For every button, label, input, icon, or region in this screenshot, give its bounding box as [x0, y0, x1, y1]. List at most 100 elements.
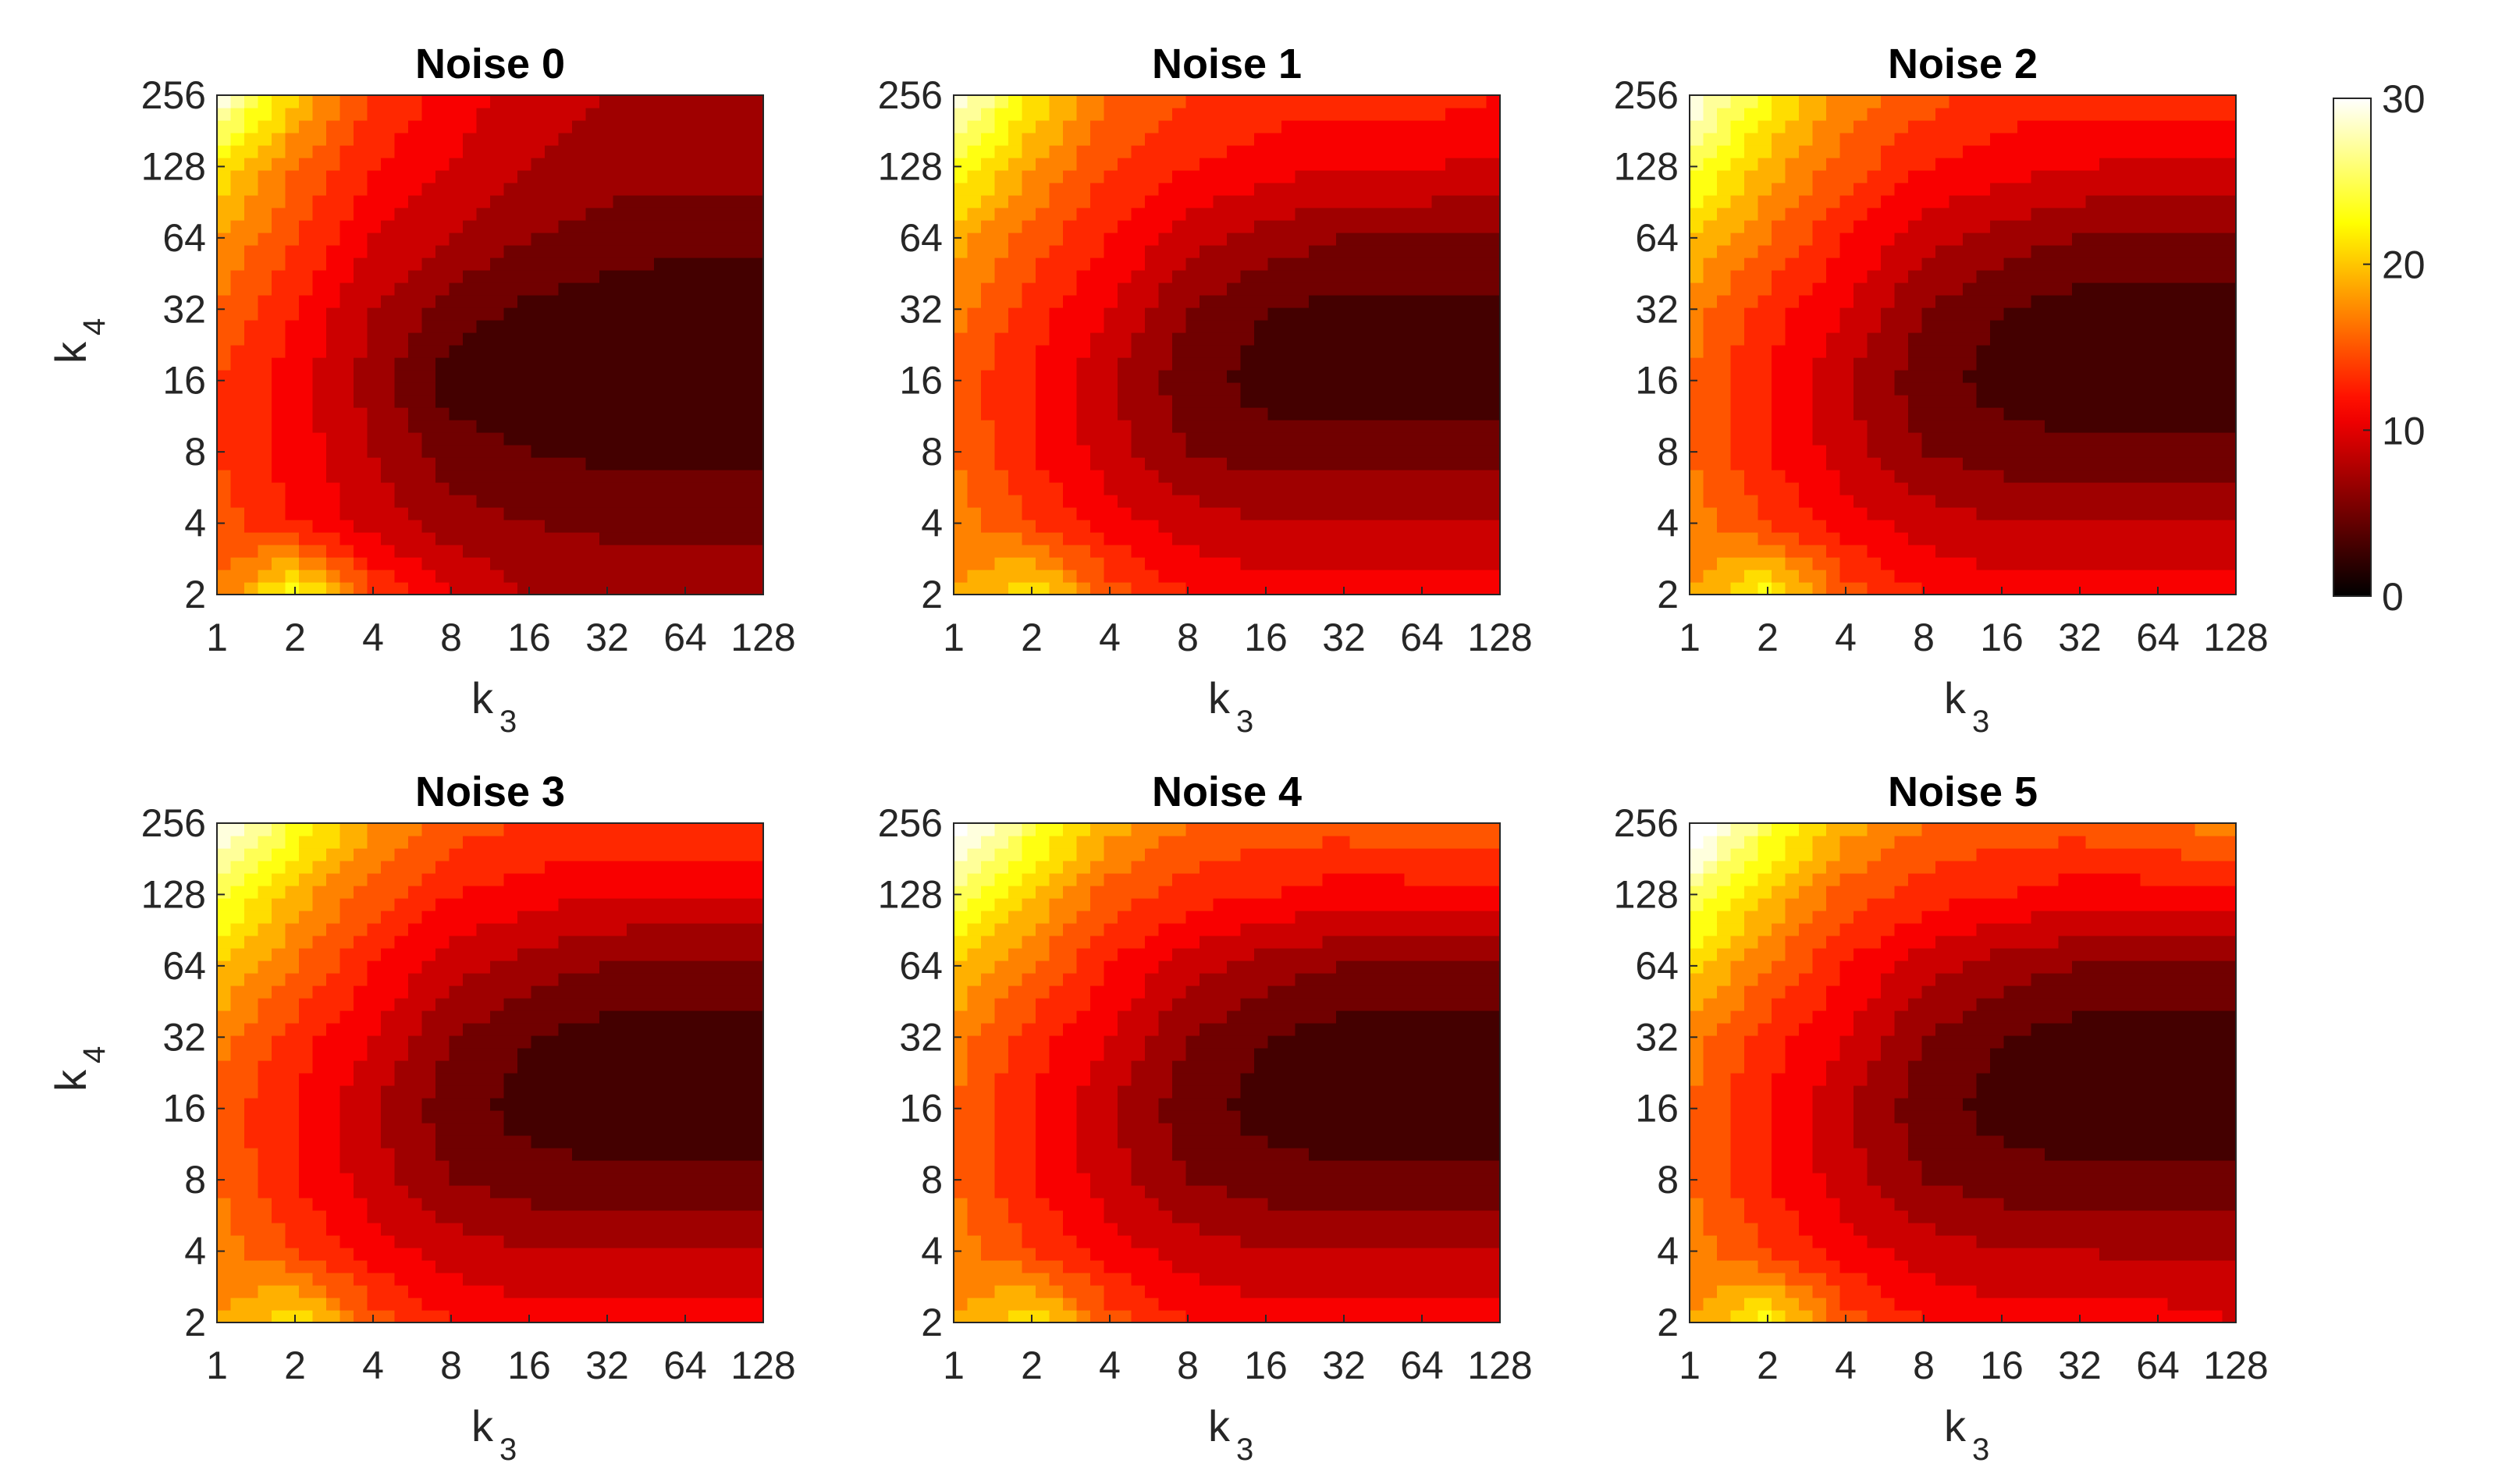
contour-cell — [421, 108, 436, 121]
contour-cell — [1022, 233, 1036, 246]
contour-cell — [1049, 545, 1064, 558]
contour-cell — [1730, 582, 1745, 595]
contour-cell — [627, 420, 642, 433]
contour-cell — [1363, 145, 1378, 158]
contour-cell — [613, 470, 627, 483]
contour-cell — [681, 120, 696, 133]
contour-cell — [1744, 357, 1759, 371]
contour-cell — [1036, 257, 1050, 271]
contour-cell — [476, 432, 491, 446]
contour-cell — [1935, 158, 1950, 171]
contour-cell — [558, 233, 573, 246]
contour-cell — [1690, 208, 1704, 221]
contour-cell — [326, 233, 341, 246]
contour-cell — [2154, 357, 2169, 371]
contour-cell — [599, 120, 614, 133]
contour-cell — [1445, 407, 1460, 421]
contour-cell — [1104, 307, 1118, 321]
contour-cell — [1118, 257, 1132, 271]
contour-cell — [722, 532, 737, 545]
contour-cell — [1090, 407, 1105, 421]
contour-cell — [463, 420, 478, 433]
contour-cell — [585, 245, 600, 258]
contour-cell — [1812, 532, 1827, 545]
contour-cell — [613, 320, 627, 333]
contour-cell — [2072, 395, 2087, 408]
contour-cell — [1459, 345, 1473, 358]
contour-cell — [367, 482, 382, 495]
contour-cell — [1404, 295, 1419, 308]
contour-cell — [367, 245, 382, 258]
contour-cell — [1036, 382, 1050, 396]
contour-cell — [435, 507, 450, 520]
contour-cell — [272, 170, 286, 183]
contour-cell — [1363, 295, 1378, 308]
contour-cell — [2181, 545, 2196, 558]
contour-cell — [1690, 420, 1704, 433]
contour-cell — [381, 545, 396, 558]
contour-cell — [1145, 208, 1160, 221]
contour-cell — [2017, 257, 2032, 271]
contour-cell — [326, 320, 341, 333]
contour-cell — [1349, 557, 1364, 570]
contour-cell — [709, 133, 723, 146]
contour-cell — [2209, 582, 2223, 595]
contour-cell — [1363, 520, 1378, 533]
contour-cell — [1240, 332, 1255, 346]
contour-cell — [435, 520, 450, 533]
contour-cell — [381, 470, 396, 483]
contour-cell — [1295, 220, 1310, 233]
contour-cell — [326, 532, 341, 545]
contour-cell — [1445, 195, 1460, 208]
contour-cell — [1349, 208, 1364, 221]
contour-cell — [695, 570, 709, 583]
contour-cell — [1690, 120, 1704, 133]
contour-cell — [1104, 357, 1118, 371]
contour-cell — [1730, 195, 1745, 208]
contour-cell — [1363, 407, 1378, 421]
contour-cell — [312, 420, 327, 433]
contour-cell — [2099, 370, 2114, 383]
contour-cell — [1076, 407, 1091, 421]
contour-cell — [435, 545, 450, 558]
contour-cell — [1213, 470, 1228, 483]
contour-cell — [2085, 133, 2100, 146]
contour-cell — [1267, 208, 1282, 221]
contour-cell — [681, 133, 696, 146]
contour-cell — [1213, 332, 1228, 346]
contour-cell — [1240, 295, 1255, 308]
contour-cell — [613, 307, 627, 321]
contour-cell — [1921, 382, 1936, 396]
contour-cell — [2181, 507, 2196, 520]
contour-cell — [613, 257, 627, 271]
contour-cell — [1281, 145, 1296, 158]
contour-cell — [2003, 332, 2018, 346]
contour-cell — [613, 432, 627, 446]
contour-cell — [599, 95, 614, 108]
contour-cell — [1839, 257, 1854, 271]
contour-cell — [517, 195, 532, 208]
contour-cell — [1990, 532, 2005, 545]
contour-cell — [2085, 532, 2100, 545]
contour-cell — [1963, 332, 1978, 346]
contour-cell — [1486, 257, 1500, 271]
contour-cell — [217, 935, 232, 949]
contour-cell — [2031, 257, 2045, 271]
y-axis-label-subscript: 4 — [77, 318, 112, 335]
contour-cell — [285, 545, 300, 558]
contour-cell — [2072, 432, 2087, 446]
contour-cell — [449, 557, 464, 570]
contour-cell — [285, 382, 300, 396]
contour-cell — [408, 120, 423, 133]
contour-cell — [1717, 570, 1732, 583]
contour-cell — [2017, 395, 2032, 408]
contour-cell — [1322, 145, 1337, 158]
contour-cell — [394, 507, 409, 520]
contour-cell — [449, 495, 464, 508]
contour-cell — [1976, 370, 1991, 383]
contour-cell — [967, 245, 982, 258]
contour-cell — [1240, 557, 1255, 570]
contour-cell — [1473, 570, 1487, 583]
contour-cell — [2127, 208, 2141, 221]
y-tick-label: 2 — [1657, 573, 1679, 616]
